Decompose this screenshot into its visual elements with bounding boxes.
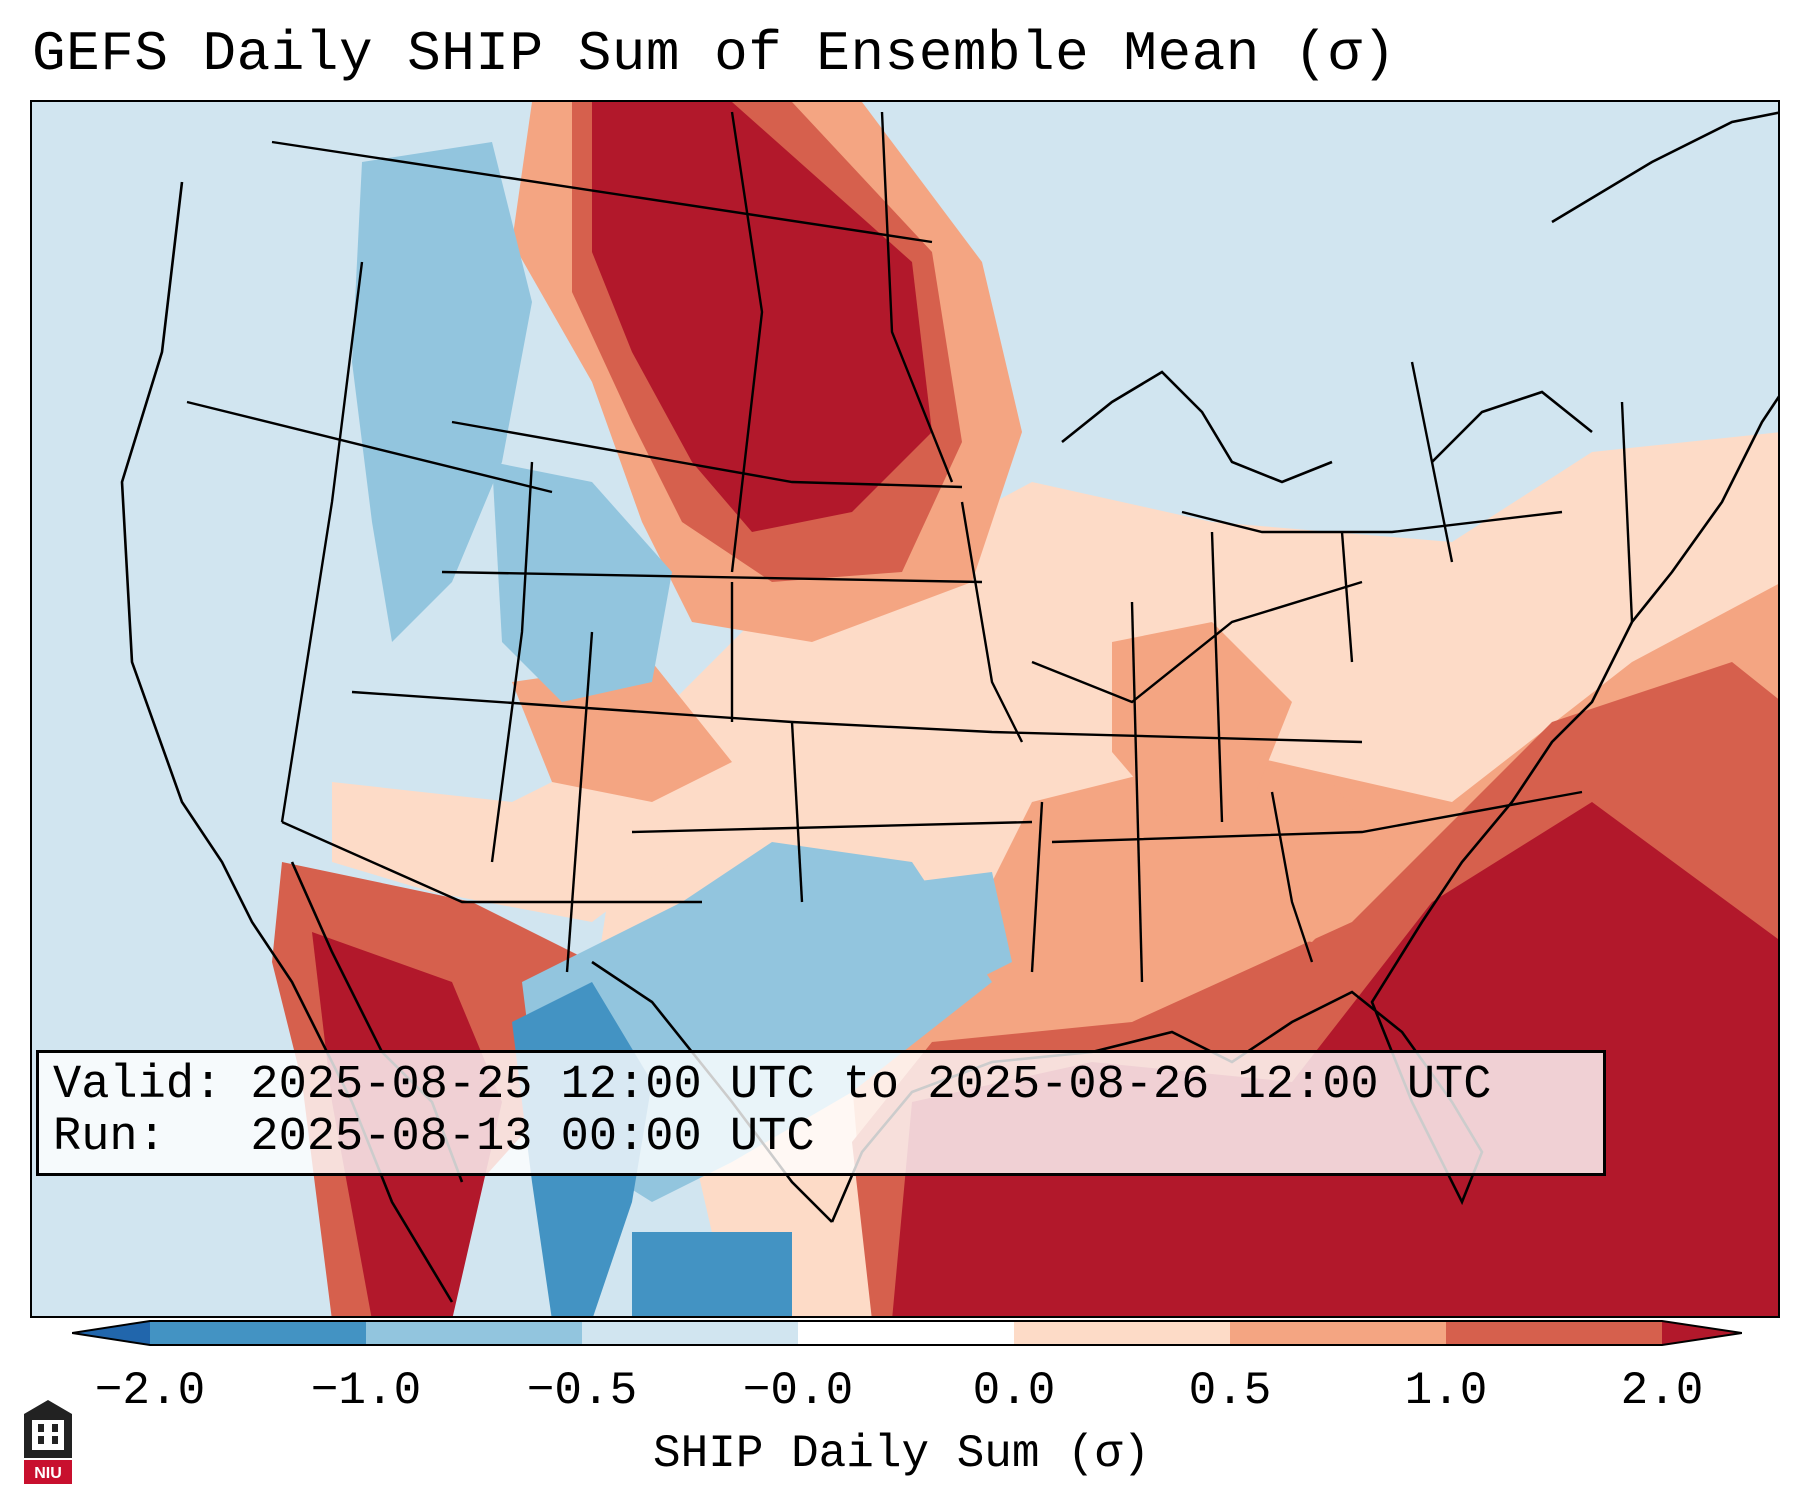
colorbar-bin: [150, 1321, 366, 1345]
colorbar-bin: [1230, 1321, 1446, 1345]
colorbar-tick-label: −1.0: [310, 1365, 422, 1417]
run-time-text: Run: 2025-08-13 00:00 UTC: [53, 1111, 815, 1164]
valid-run-infobox: Valid: 2025-08-25 12:00 UTC to 2025-08-2…: [36, 1050, 1606, 1176]
colorbar-bin: [1014, 1321, 1230, 1345]
colorbar-extend-max: [1662, 1321, 1742, 1345]
colorbar-bin: [582, 1321, 798, 1345]
colorbar-tick-label: −2.0: [94, 1365, 206, 1417]
colorbar-bin: [366, 1321, 582, 1345]
map-title: GEFS Daily SHIP Sum of Ensemble Mean (σ): [32, 22, 1397, 86]
colorbar-tick-label: −0.0: [742, 1365, 854, 1417]
colorbar-tick-label: 0.5: [1188, 1365, 1272, 1417]
colorbar: [72, 1320, 1742, 1346]
niu-logo-icon: NIU: [24, 1400, 72, 1484]
logo-text: NIU: [34, 1465, 62, 1482]
colorbar-tick-label: −0.5: [526, 1365, 638, 1417]
colorbar-bin: [798, 1321, 1014, 1345]
valid-time-text: Valid: 2025-08-25 12:00 UTC to 2025-08-2…: [53, 1059, 1492, 1112]
colorbar-extend-min: [72, 1321, 150, 1345]
colorbar-label: SHIP Daily Sum (σ): [653, 1428, 1150, 1480]
colorbar-bin: [1446, 1321, 1662, 1345]
colorbar-tick-label: 1.0: [1404, 1365, 1488, 1417]
colorbar-tick-label: 2.0: [1620, 1365, 1704, 1417]
colorbar-tick-label: 0.0: [972, 1365, 1056, 1417]
